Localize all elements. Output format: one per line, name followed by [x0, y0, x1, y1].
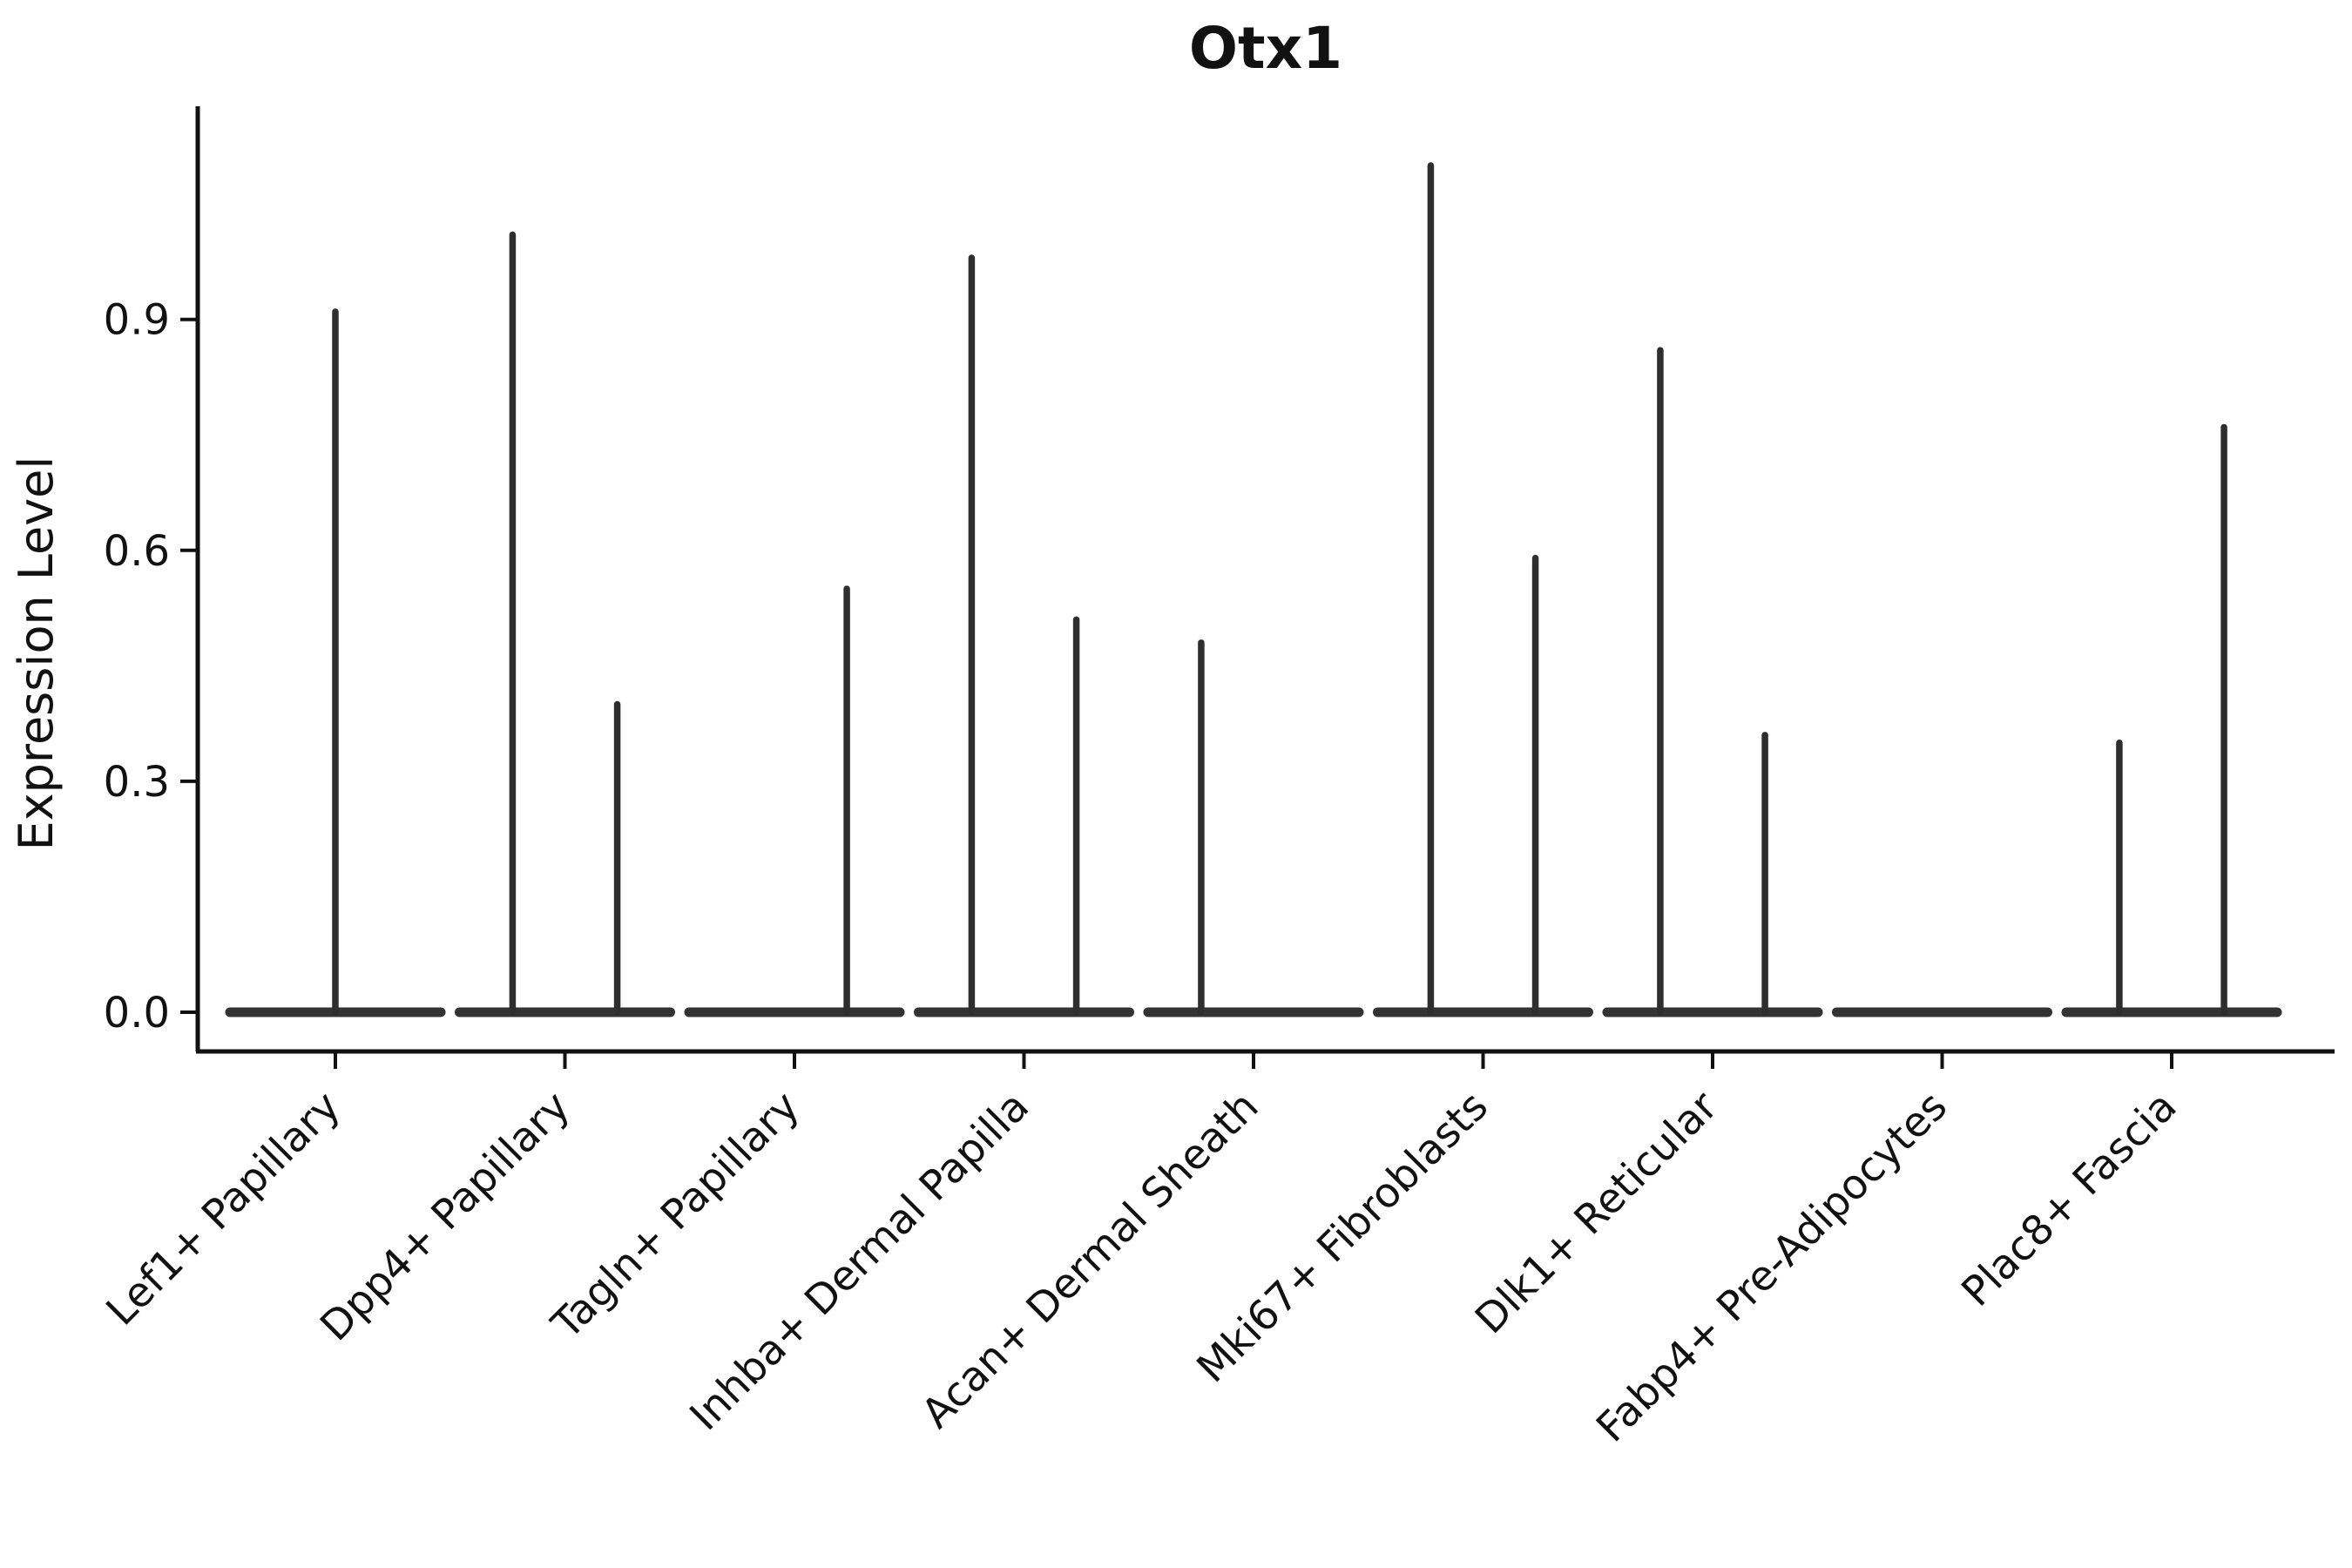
x-tick-label: Lef1+ Papillary — [98, 1083, 350, 1335]
y-tick-label: 0.0 — [104, 989, 170, 1037]
y-axis-label: Expression Level — [9, 456, 64, 851]
x-tick-label: Plac8+ Fascia — [1953, 1083, 2186, 1316]
x-tick-label: Dpp4+ Papillary — [311, 1083, 579, 1351]
x-tick-label: Dlk1+ Reticular — [1466, 1082, 1727, 1343]
violins-group — [225, 162, 2282, 1017]
y-tick-label: 0.9 — [104, 296, 170, 345]
chart-title: Otx1 — [1189, 15, 1342, 82]
y-ticks-group: 0.0 0.3 0.6 0.9 — [104, 296, 198, 1037]
axes-group — [195, 106, 2335, 1054]
y-tick-label: 0.6 — [104, 527, 170, 576]
y-tick-label: 0.3 — [104, 758, 170, 807]
x-tick-label: Tagln+ Papillary — [543, 1083, 809, 1349]
